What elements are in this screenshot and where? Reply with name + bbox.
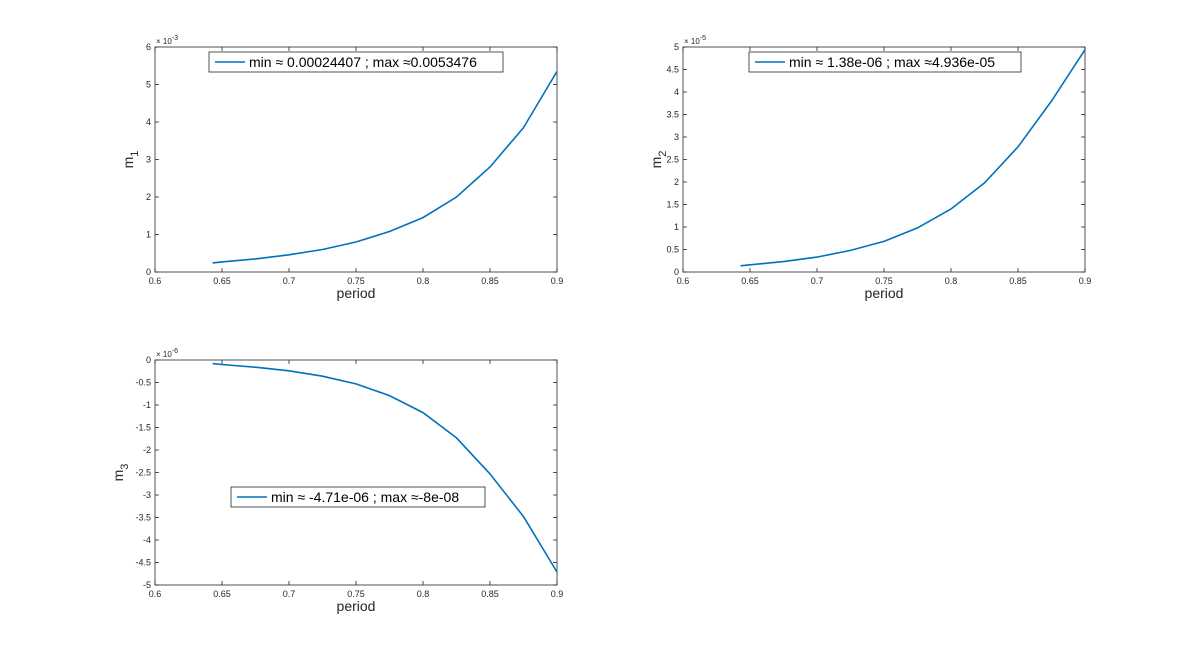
subplot-2: 0.6 0.65 0.7 0.75 0.8 0.85 0.9 0 0.5 1 1.5 2 2.5 3 3.5… [648,35,1091,301]
y-tick-label: 1 [674,222,679,232]
y-tick-label: -4.5 [135,558,151,568]
x-tick-label: 0.75 [347,276,365,286]
subplot-3: 0.6 0.65 0.7 0.75 0.8 0.85 0.9 0 -0.5 -1 -1.5 -2 -2.… [110,348,563,614]
legend-1: min ≈ 0.00024407 ; max ≈0.0053476 [208,51,504,73]
y-tick-label: -3.5 [135,513,151,523]
y-scale-exponent: × 10-3 [156,35,178,46]
x-tick-label: 0.65 [213,589,231,599]
subplot-1: 0.6 0.65 0.7 0.75 0.8 0.85 0.9 0 1 2 3 4 5 6 × 10-3 per… [120,35,563,301]
legend-3: min ≈ -4.71e-06 ; max ≈-8e-08 [230,486,486,508]
y-tick-label: 2 [146,192,151,202]
x-tick-label: 0.75 [347,589,365,599]
y-tick-label: 0.5 [666,245,679,255]
y-tick-label: 3.5 [666,110,679,120]
y-tick-label: 2.5 [666,155,679,165]
x-tick-label: 0.8 [945,276,958,286]
y-tick-label: -2.5 [135,468,151,478]
x-axis-label: period [337,598,376,614]
x-axis-label: period [337,285,376,301]
plot-area-3 [154,359,558,586]
y-tick-label: 4 [146,117,151,127]
y-tick-label: -1 [143,400,151,410]
y-tick-label: 0 [674,267,679,277]
x-tick-label: 0.7 [811,276,824,286]
y-scale-exponent: × 10-5 [684,35,706,46]
y-axis-label: m3 [110,464,131,482]
y-tick-label: 2 [674,177,679,187]
x-tick-label: 0.7 [283,276,296,286]
x-tick-label: 0.8 [417,589,430,599]
plot-area-2 [682,46,1086,273]
y-scale-exponent: × 10-6 [156,348,178,359]
y-tick-label: 4 [674,87,679,97]
x-tick-label: 0.75 [875,276,893,286]
legend-entry: min ≈ 1.38e-06 ; max ≈4.936e-05 [789,54,995,70]
y-tick-label: 5 [674,42,679,52]
x-tick-label: 0.9 [551,276,564,286]
y-tick-label: 3 [146,155,151,165]
series-line-1 [212,70,558,264]
series-line-3 [212,362,558,573]
y-tick-label: -2 [143,445,151,455]
y-tick-label: 0 [146,355,151,365]
y-tick-label: 6 [146,42,151,52]
y-tick-label: -3 [143,490,151,500]
x-tick-label: 0.9 [1079,276,1092,286]
series-line-2 [740,49,1086,267]
y-tick-label: 4.5 [666,65,679,75]
legend-2: min ≈ 1.38e-06 ; max ≈4.936e-05 [748,51,1022,73]
x-tick-label: 0.7 [283,589,296,599]
y-tick-label: -4 [143,535,151,545]
x-tick-label: 0.85 [481,589,499,599]
y-axis-label: m2 [648,151,669,169]
y-tick-label: 5 [146,80,151,90]
legend-box [748,51,1022,73]
x-tick-label: 0.6 [149,276,162,286]
y-tick-label: 3 [674,132,679,142]
y-tick-label: 1 [146,230,151,240]
x-tick-label: 0.85 [481,276,499,286]
x-tick-label: 0.65 [213,276,231,286]
plot-area-1 [154,46,558,273]
y-tick-label: -1.5 [135,423,151,433]
y-tick-label: -0.5 [135,378,151,388]
y-axis-label: m1 [120,151,141,169]
x-tick-label: 0.8 [417,276,430,286]
x-tick-label: 0.65 [741,276,759,286]
legend-box [230,486,486,508]
x-tick-label: 0.6 [149,589,162,599]
legend-entry: min ≈ 0.00024407 ; max ≈0.0053476 [249,54,477,70]
x-tick-label: 0.6 [677,276,690,286]
y-tick-label: 1.5 [666,200,679,210]
x-tick-label: 0.85 [1009,276,1027,286]
y-tick-label: -5 [143,580,151,590]
legend-entry: min ≈ -4.71e-06 ; max ≈-8e-08 [271,489,459,505]
x-axis-label: period [865,285,904,301]
y-tick-label: 0 [146,267,151,277]
x-tick-label: 0.9 [551,589,564,599]
legend-box [208,51,504,73]
